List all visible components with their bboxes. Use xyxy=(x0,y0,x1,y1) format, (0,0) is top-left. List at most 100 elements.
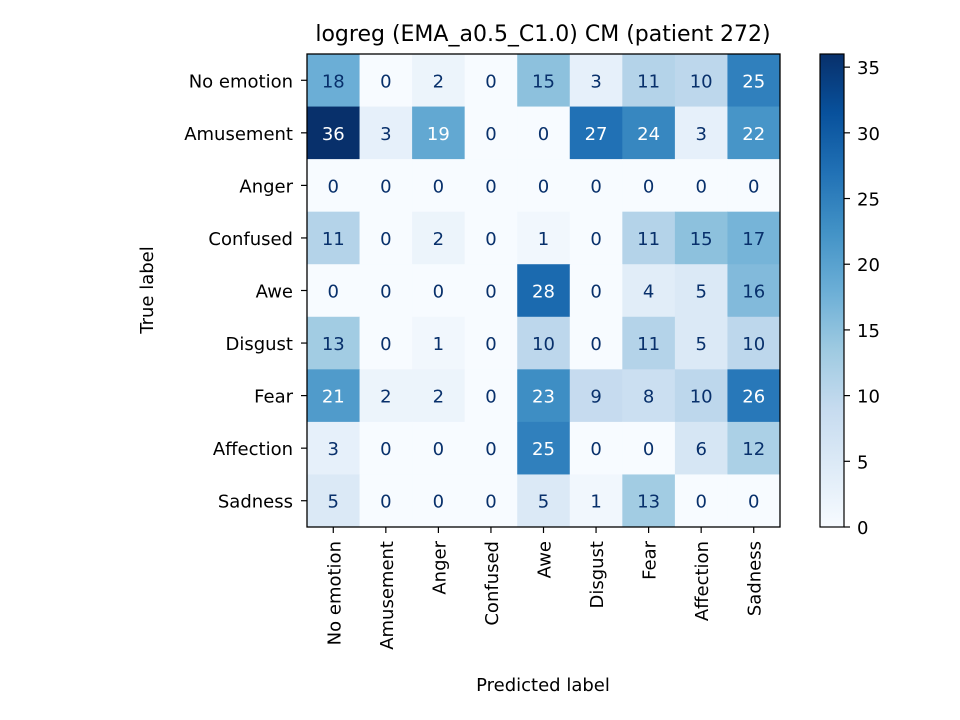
cell-value-label: 0 xyxy=(433,176,444,197)
heatmap-cell xyxy=(412,474,466,528)
cell-value-label: 0 xyxy=(485,387,496,408)
heatmap-cell xyxy=(622,316,676,370)
cell-value-label: 19 xyxy=(427,124,450,145)
heatmap-cell xyxy=(622,421,676,475)
cell-value-label: 8 xyxy=(643,387,654,408)
heatmap-cell xyxy=(674,54,728,108)
cell-value-label: 0 xyxy=(590,176,601,197)
heatmap-cell xyxy=(464,211,518,265)
cell-value-label: 2 xyxy=(433,71,444,92)
cell-value-label: 0 xyxy=(485,334,496,355)
x-tick-label: Fear xyxy=(640,540,661,579)
cell-value-label: 1 xyxy=(538,229,549,250)
colorbar-ticks: 0 5 10 15 20 25 30 35 xyxy=(844,58,880,539)
cell-value-label: 3 xyxy=(380,124,391,145)
cell-value-label: 5 xyxy=(695,334,706,355)
cell-value-label: 0 xyxy=(485,124,496,145)
x-tick-label: Sadness xyxy=(745,541,766,616)
heatmap-cell xyxy=(622,264,676,318)
cell-value-label: 0 xyxy=(485,492,496,513)
cell-value-label: 4 xyxy=(643,282,654,303)
cell-value-label: 0 xyxy=(590,282,601,303)
cell-value-label: 11 xyxy=(637,229,660,250)
y-tick-label: Affection xyxy=(213,439,293,460)
heatmap-cell xyxy=(307,316,361,370)
heatmap-cell xyxy=(359,421,413,475)
heatmap-cell xyxy=(359,369,413,423)
heatmap-cell xyxy=(569,159,623,213)
colorbar-tick-label: 35 xyxy=(857,58,880,79)
y-axis-label: True label xyxy=(137,246,158,335)
cell-value-label: 0 xyxy=(590,334,601,355)
heatmap-cell xyxy=(359,316,413,370)
heatmap-cell xyxy=(569,106,623,160)
cell-value-label: 5 xyxy=(695,282,706,303)
heatmap-cell xyxy=(517,421,571,475)
heatmap-cell xyxy=(727,421,781,475)
cell-value-label: 0 xyxy=(433,439,444,460)
heatmap-cell xyxy=(727,264,781,318)
heatmap-cell xyxy=(517,316,571,370)
heatmap-cell xyxy=(674,106,728,160)
cell-value-label: 13 xyxy=(322,334,345,355)
cell-value-label: 15 xyxy=(690,229,713,250)
cell-value-label: 0 xyxy=(380,439,391,460)
heatmap-cell xyxy=(569,54,623,108)
heatmap-cell xyxy=(412,159,466,213)
heatmap-cell xyxy=(412,264,466,318)
cell-value-label: 2 xyxy=(433,229,444,250)
heatmap-cell xyxy=(359,211,413,265)
heatmap-cell xyxy=(622,159,676,213)
cell-value-label: 16 xyxy=(742,282,765,303)
cell-value-label: 0 xyxy=(380,334,391,355)
x-axis-ticks: No emotion Amusement Anger Confused Awe Disgu… xyxy=(324,527,766,650)
cell-value-label: 3 xyxy=(695,124,706,145)
heatmap-cell xyxy=(359,264,413,318)
cell-value-label: 0 xyxy=(380,492,391,513)
cell-value-label: 3 xyxy=(328,439,339,460)
cell-value-label: 1 xyxy=(433,334,444,355)
heatmap-cell xyxy=(622,211,676,265)
heatmap-cell xyxy=(622,106,676,160)
cell-value-label: 0 xyxy=(380,71,391,92)
colorbar xyxy=(819,53,845,528)
heatmap-cell xyxy=(517,474,571,528)
heatmap-cell xyxy=(569,264,623,318)
cell-value-label: 0 xyxy=(328,176,339,197)
cell-value-label: 0 xyxy=(380,229,391,250)
cell-value-label: 6 xyxy=(695,439,706,460)
cell-value-label: 5 xyxy=(328,492,339,513)
colorbar-tick-label: 20 xyxy=(857,255,880,276)
colorbar-tick-label: 15 xyxy=(857,321,880,342)
cell-value-label: 15 xyxy=(532,71,555,92)
cell-value-label: 0 xyxy=(433,282,444,303)
cell-value-label: 23 xyxy=(532,387,555,408)
cell-value-label: 0 xyxy=(643,176,654,197)
heatmap-cells xyxy=(307,54,781,528)
colorbar-tick-label: 5 xyxy=(857,452,868,473)
heatmap-cell xyxy=(412,106,466,160)
cell-value-label: 0 xyxy=(328,282,339,303)
cell-value-label: 11 xyxy=(637,334,660,355)
heatmap-cell xyxy=(569,316,623,370)
cell-value-label: 22 xyxy=(742,124,765,145)
x-tick-label: Amusement xyxy=(377,541,398,650)
heatmap-cell xyxy=(622,474,676,528)
cell-value-label: 0 xyxy=(433,492,444,513)
cell-value-label: 0 xyxy=(538,124,549,145)
x-axis-label: Predicted label xyxy=(476,675,610,696)
heatmap-cell xyxy=(464,264,518,318)
cell-value-label: 10 xyxy=(532,334,555,355)
cell-value-label: 28 xyxy=(532,282,555,303)
cell-value-label: 5 xyxy=(538,492,549,513)
heatmap-cell xyxy=(307,159,361,213)
colorbar-tick-label: 10 xyxy=(857,387,880,408)
heatmap-cell xyxy=(359,474,413,528)
cell-value-label: 0 xyxy=(485,229,496,250)
heatmap-cell xyxy=(517,54,571,108)
heatmap-cell xyxy=(727,54,781,108)
heatmap-cell xyxy=(727,316,781,370)
heatmap-cell xyxy=(307,54,361,108)
cell-value-label: 27 xyxy=(585,124,608,145)
